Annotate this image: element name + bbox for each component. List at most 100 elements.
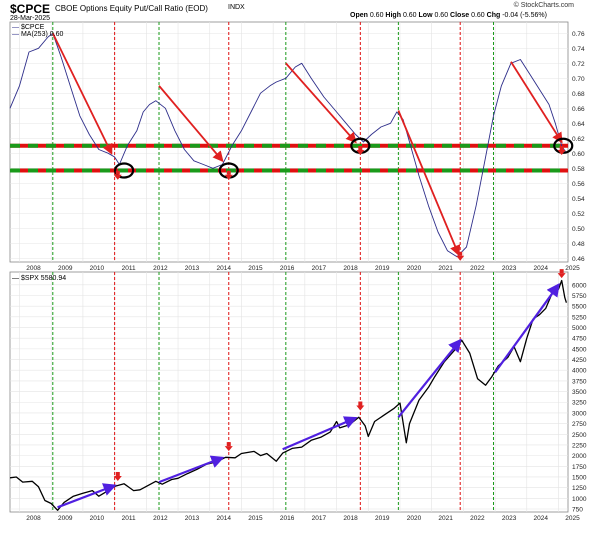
ratio-y-tick-label: 0.54 (572, 196, 585, 203)
spx-x-tick-label: 2018 (343, 515, 358, 522)
ratio-x-tick-label: 2020 (407, 265, 422, 272)
legend-series-3: — $SPX 5580.94 (12, 275, 67, 282)
high-label: High (385, 12, 401, 19)
legend-series-2: — MA(253) 0.60 (12, 31, 64, 38)
ratio-down-marker-stem (115, 170, 120, 175)
spx-down-marker-stem (226, 442, 231, 447)
date-label: 28-Mar-2025 (10, 15, 51, 22)
ratio-down-marker-head (356, 150, 365, 155)
low-label: Low (418, 12, 433, 19)
spx-y-tick-label: 2000 (572, 453, 587, 460)
spx-y-tick-label: 5000 (572, 325, 587, 332)
ratio-x-tick-label: 2017 (312, 265, 327, 272)
spx-x-tick-label: 2010 (90, 515, 105, 522)
ratio-down-marker-stem (358, 146, 363, 150)
ratio-x-tick-label: 2025 (565, 265, 580, 272)
spx-x-tick-label: 2025 (565, 515, 580, 522)
ratio-x-tick-label: 2009 (58, 265, 73, 272)
chg-value: -0.04 (-5.56%) (502, 12, 547, 19)
ratio-down-marker-head (456, 255, 465, 261)
spx-blue-trend-arrow (494, 283, 560, 374)
ratio-red-trend-arrow (51, 32, 113, 155)
spx-down-marker-head (113, 475, 122, 481)
ratio-x-tick-label: 2023 (502, 265, 517, 272)
spx-y-tick-label: 2250 (572, 442, 587, 449)
spx-x-tick-label: 2008 (26, 515, 41, 522)
exchange-label: INDX (228, 4, 245, 11)
ratio-x-tick-label: 2015 (248, 265, 263, 272)
ratio-y-tick-label: 0.48 (572, 241, 585, 248)
spx-x-tick-label: 2014 (217, 515, 232, 522)
spx-y-tick-label: 6000 (572, 282, 587, 289)
ratio-y-tick-label: 0.68 (572, 91, 585, 98)
ratio-x-tick-label: 2021 (438, 265, 453, 272)
ratio-down-marker-stem (458, 251, 463, 256)
ratio-x-tick-label: 2016 (280, 265, 295, 272)
spx-y-tick-label: 1750 (572, 464, 587, 471)
ratio-down-marker-stem (559, 146, 564, 150)
spx-x-tick-label: 2016 (280, 515, 295, 522)
spx-y-tick-label: 3500 (572, 389, 587, 396)
spx-x-tick-label: 2012 (153, 515, 168, 522)
ratio-y-tick-label: 0.56 (572, 181, 585, 188)
ratio-x-tick-label: 2011 (122, 265, 136, 272)
ratio-down-marker-head (113, 174, 122, 180)
legend-series-1: — $CPCE (12, 24, 45, 31)
spx-blue-trend-arrow (397, 338, 462, 418)
spx-y-tick-label: 4750 (572, 336, 587, 343)
ratio-x-tick-label: 2010 (90, 265, 105, 272)
ratio-y-tick-label: 0.58 (572, 166, 585, 173)
spx-x-tick-label: 2019 (375, 515, 390, 522)
spx-blue-trend-arrow (158, 455, 225, 484)
ratio-panel-frame (9, 21, 569, 263)
ratio-y-tick-label: 0.62 (572, 136, 585, 143)
legend-series-1-label: $CPCE (20, 24, 45, 31)
ratio-red-trend-arrow (510, 61, 563, 144)
ratio-x-tick-label: 2013 (185, 265, 200, 272)
ratio-x-tick-label: 2012 (153, 265, 168, 272)
chg-label: Chg (486, 12, 501, 19)
ratio-y-tick-label: 0.60 (572, 151, 585, 158)
spx-x-tick-label: 2011 (122, 515, 136, 522)
watermark: © StockCharts.com (513, 2, 574, 9)
spx-y-tick-label: 2500 (572, 432, 587, 439)
ratio-red-trend-arrow (285, 62, 357, 144)
spx-x-tick-label: 2020 (407, 515, 422, 522)
spx-down-marker-stem (115, 471, 120, 476)
spx-y-tick-label: 4250 (572, 357, 587, 364)
spx-down-marker-head (356, 405, 365, 411)
ratio-y-tick-label: 0.52 (572, 211, 585, 218)
ratio-x-tick-label: 2018 (343, 265, 358, 272)
ohlc-readout: Open 0.60 High 0.60 Low 0.60 Close 0.60 … (350, 12, 547, 19)
spx-blue-trend-arrow (57, 483, 117, 509)
spx-down-marker-head (224, 446, 233, 452)
ratio-x-tick-label: 2019 (375, 265, 390, 272)
ratio-y-tick-label: 0.50 (572, 226, 585, 233)
spx-y-tick-label: 4500 (572, 346, 587, 353)
ratio-x-tick-label: 2022 (470, 265, 485, 272)
spx-y-tick-label: 750 (572, 507, 583, 514)
spx-x-tick-label: 2022 (470, 515, 485, 522)
ratio-red-trend-arrow (158, 85, 224, 163)
spx-y-tick-label: 1000 (572, 496, 587, 503)
spx-down-marker-stem (559, 269, 564, 274)
ratio-y-tick-label: 0.70 (572, 76, 585, 83)
spx-y-tick-label: 5750 (572, 293, 587, 300)
spx-y-tick-label: 1250 (572, 485, 587, 492)
ratio-y-tick-label: 0.72 (572, 61, 585, 68)
ratio-x-tick-label: 2014 (217, 265, 232, 272)
close-value: 0.60 (471, 12, 485, 19)
ratio-down-marker-stem (226, 170, 231, 175)
ratio-highlight-circle (114, 162, 135, 179)
spx-x-tick-label: 2023 (502, 515, 517, 522)
spx-x-tick-label: 2013 (185, 515, 200, 522)
open-label: Open (350, 12, 368, 19)
legend-series-3-label: $SPX 5580.94 (20, 275, 67, 282)
spx-y-tick-label: 4000 (572, 368, 587, 375)
spx-y-tick-label: 3750 (572, 378, 587, 385)
ratio-down-marker-head (224, 174, 233, 180)
open-value: 0.60 (369, 12, 384, 19)
description-label: CBOE Options Equity Put/Call Ratio (EOD) (55, 4, 208, 13)
